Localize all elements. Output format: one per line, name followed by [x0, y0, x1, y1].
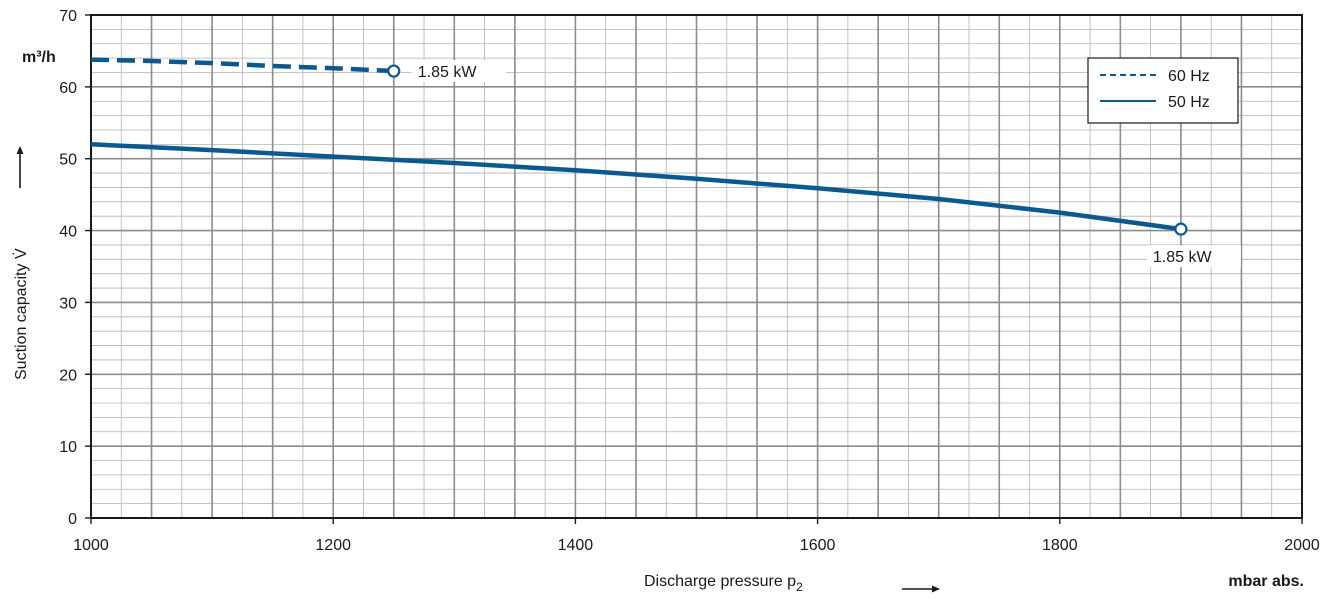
legend-box	[1087, 57, 1239, 124]
end-point-marker	[1174, 222, 1188, 236]
x-tick-label: 1200	[315, 537, 351, 554]
legend-label-60hz: 60 Hz	[1168, 68, 1210, 85]
series-layer	[90, 57, 1188, 236]
end-point-marker	[387, 64, 401, 78]
x-axis-arrow-icon	[902, 585, 940, 593]
x-tick-labels: 1000 1200 1400 1600 1800 2000	[73, 518, 1320, 554]
y-tick-label: 40	[59, 224, 77, 241]
x-tick-label: 1800	[1042, 537, 1078, 554]
y-axis-title: Suction capacity V̇	[12, 248, 30, 380]
legend: 60 Hz 50 Hz	[1087, 57, 1239, 124]
y-tick-label: 60	[59, 80, 77, 97]
y-axis-arrow-icon	[16, 146, 24, 188]
annotation-layer: 1.85 kW 1.85 kW	[411, 60, 1241, 268]
annotation-bg	[411, 60, 506, 83]
annotation-bg	[1146, 245, 1241, 268]
y-tick-label: 30	[59, 295, 77, 312]
x-axis-label: Discharge pressure p2	[644, 573, 803, 594]
y-unit-label: m³/h	[22, 49, 56, 66]
y-tick-labels: 0 10 20 30 40 50 60 70	[59, 8, 91, 528]
y-tick-label: 70	[59, 8, 77, 25]
y-axis-label: Suction capacity V̇	[12, 248, 30, 380]
power-annotation: 1.85 kW	[418, 64, 478, 81]
legend-label-50hz: 50 Hz	[1168, 94, 1210, 111]
x-tick-label: 1400	[558, 537, 594, 554]
plot-frame	[90, 14, 1303, 519]
y-tick-label: 10	[59, 439, 77, 456]
series-line-50hz	[90, 142, 1182, 232]
x-unit-label: mbar abs.	[1228, 573, 1304, 590]
y-tick-label: 50	[59, 152, 77, 169]
y-tick-label: 0	[68, 511, 77, 528]
power-annotation: 1.85 kW	[1153, 249, 1213, 266]
x-tick-label: 2000	[1284, 537, 1320, 554]
x-tick-label: 1600	[800, 537, 836, 554]
y-tick-label: 20	[59, 367, 77, 384]
x-tick-label: 1000	[73, 537, 109, 554]
